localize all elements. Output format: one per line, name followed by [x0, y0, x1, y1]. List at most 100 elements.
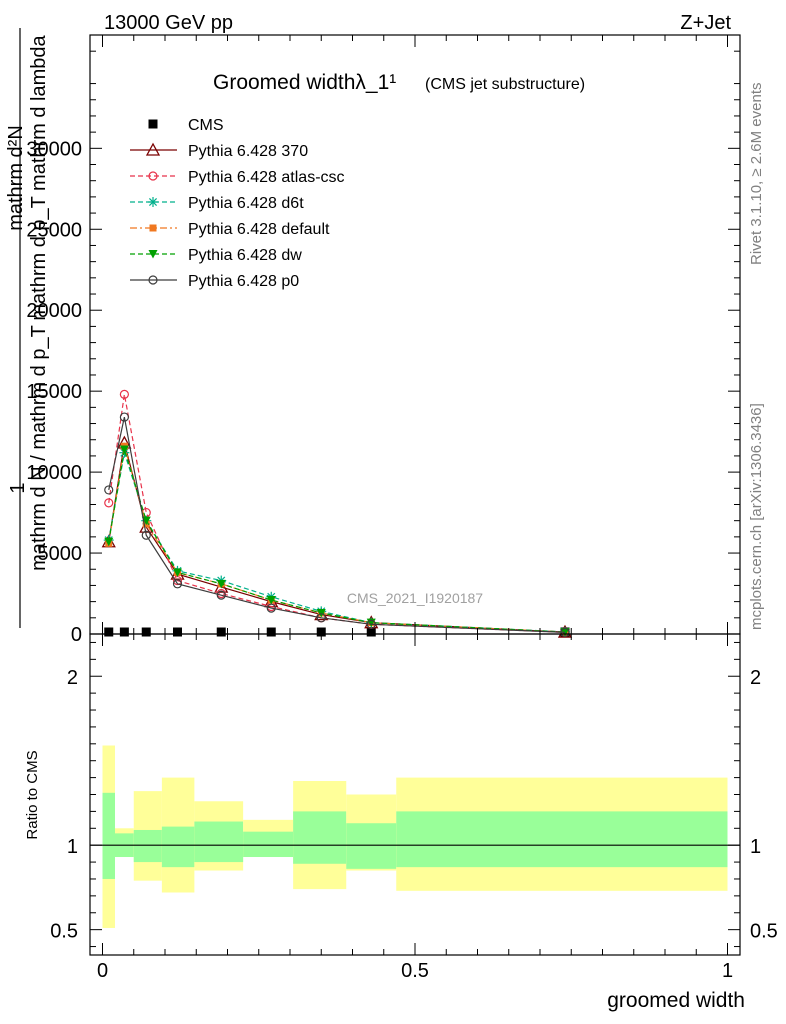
series-point	[119, 389, 129, 399]
y-label-numerator: mathrm d²N	[5, 125, 27, 231]
legend-marker	[148, 275, 158, 285]
x-axis-label: groomed width	[607, 989, 745, 1012]
ratio-inner-band	[161, 826, 195, 868]
ratio-inner-band	[102, 792, 115, 879]
x-tick-label: 0.5	[401, 960, 429, 982]
main-y-axis-label: 1 mathrm d N / mathrm d p_T mathrm d²N m…	[5, 28, 50, 628]
rivet-version-label: Rivet 3.1.10, ≥ 2.6M events	[748, 83, 765, 266]
series-point	[266, 596, 276, 605]
ratio-inner-band	[396, 811, 728, 868]
ratio-y-tick-label-left: 1	[67, 836, 78, 858]
y-tick-label: 20000	[26, 300, 82, 322]
legend: CMS Pythia 6.428 370 Pythia 6.428 atlas-cs…	[130, 117, 345, 290]
ratio-inner-band	[194, 821, 244, 863]
series-line	[108, 442, 566, 633]
series-point	[366, 627, 376, 637]
ratio-inner-band	[133, 829, 162, 863]
legend-label: Pythia 6.428 default	[188, 221, 330, 238]
plot-title-main: Groomed widthλ_1¹	[213, 71, 396, 94]
ratio-y-tick-label-left: 2	[67, 667, 78, 689]
series-point	[316, 608, 326, 618]
mc-series	[104, 412, 570, 637]
series-point	[173, 568, 182, 577]
mc-series	[101, 435, 573, 638]
y-tick-label: 10000	[26, 462, 82, 484]
legend-label: Pythia 6.428 p0	[188, 273, 299, 290]
series-line	[108, 446, 566, 633]
legend-label: Pythia 6.428 370	[188, 143, 308, 160]
x-tick-label: 1	[722, 960, 733, 982]
legend-label: Pythia 6.428 dw	[188, 247, 302, 264]
legend-marker	[148, 197, 158, 207]
series-point	[216, 579, 226, 589]
series-point	[104, 498, 114, 508]
series-line	[108, 452, 566, 633]
series-point	[119, 627, 129, 637]
series-line	[108, 416, 566, 633]
series-point	[141, 627, 151, 637]
legend-entry: Pythia 6.428 default	[130, 221, 330, 238]
legend-entry: CMS	[148, 117, 224, 134]
ratio-plot-axes: 0.5 0.5 1 1 2 2 0 0.5 1	[50, 633, 778, 982]
legend-entry: Pythia 6.428 atlas-csc	[130, 169, 345, 186]
series-point	[119, 412, 129, 422]
legend-marker	[145, 142, 161, 156]
x-tick-label: 0	[97, 960, 108, 982]
ratio-inner-band	[346, 823, 397, 869]
series-point	[266, 603, 276, 613]
y-label-denominator: mathrm d p_T mathrm d lambda	[28, 34, 50, 320]
star-stroke	[148, 197, 158, 207]
process-label: Z+Jet	[680, 12, 731, 34]
y-label-norm: mathrm d N / mathrm d p_T	[28, 325, 50, 571]
legend-label: Pythia 6.428 d6t	[188, 195, 304, 212]
energy-label: 13000 GeV pp	[104, 12, 233, 34]
ratio-y-tick-label-right: 0.5	[750, 921, 778, 943]
series-point	[216, 627, 226, 637]
mc-series	[105, 442, 569, 636]
legend-marker	[149, 224, 157, 232]
series-point	[266, 627, 276, 637]
plot-title-sub: (CMS jet substructure)	[425, 76, 585, 93]
main-plot-axes: 0 5000 10000 15000 20000 25000 30000	[26, 34, 741, 646]
series-point	[173, 627, 182, 637]
legend-entry: Pythia 6.428 dw	[130, 247, 302, 264]
y-tick-label: 0	[71, 624, 82, 646]
mc-curves	[101, 389, 573, 638]
ratio-uncertainty-bands	[90, 745, 740, 928]
series-line	[108, 394, 566, 633]
series-point	[172, 579, 183, 589]
plot-title: Groomed widthλ_1¹ (CMS jet substructure)	[213, 71, 585, 94]
legend-marker	[148, 171, 158, 181]
mcplots-reference-label: mcplots.cern.ch [arXiv:1306.3436]	[748, 403, 765, 630]
legend-entry: Pythia 6.428 d6t	[130, 195, 304, 212]
y-tick-label: 15000	[26, 381, 82, 403]
legend-marker	[148, 119, 158, 129]
legend-entry: Pythia 6.428 370	[130, 142, 308, 160]
main-plot-panel: CMS_2021_I1920187 0 5000 10000 15000 20000 25…	[5, 28, 741, 646]
series-point	[316, 613, 326, 623]
ratio-inner-band	[243, 831, 294, 858]
legend-entry: Pythia 6.428 p0	[130, 273, 299, 290]
ratio-y-axis-label: Ratio to CMS	[24, 750, 41, 839]
mc-series	[103, 447, 570, 637]
mc-series	[104, 389, 570, 637]
ratio-y-tick-label-right: 2	[750, 667, 761, 689]
ratio-y-tick-label-right: 1	[750, 836, 761, 858]
legend-marker	[148, 250, 158, 259]
series-point	[104, 537, 114, 547]
series-line	[108, 449, 566, 633]
series-point	[141, 516, 151, 526]
series-point	[104, 485, 114, 495]
series-point	[560, 627, 570, 637]
ratio-inner-band	[293, 811, 347, 864]
ratio-y-tick-label-left: 0.5	[50, 921, 78, 943]
y-tick-label: 5000	[38, 543, 83, 565]
analysis-watermark: CMS_2021_I1920187	[347, 590, 483, 606]
series-point	[119, 445, 129, 454]
y-tick-label: 25000	[26, 219, 82, 241]
series-point	[104, 627, 114, 637]
legend-label: CMS	[188, 117, 224, 134]
series-point	[216, 590, 226, 600]
mc-series	[104, 445, 570, 637]
